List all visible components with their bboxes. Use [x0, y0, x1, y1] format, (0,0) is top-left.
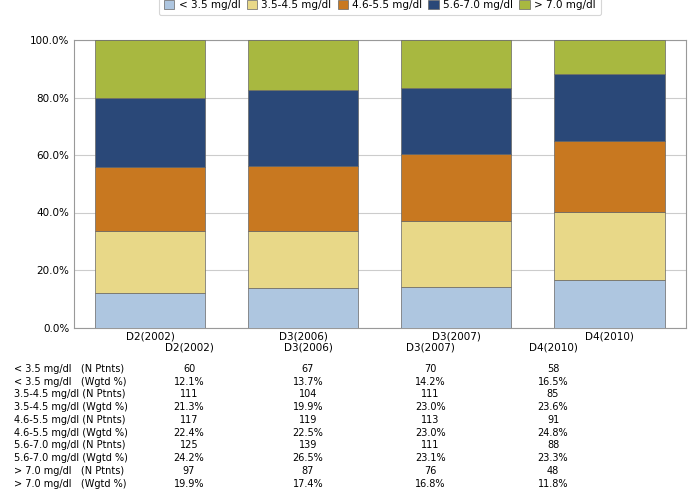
Bar	[248, 288, 358, 328]
Text: 23.0%: 23.0%	[415, 428, 446, 438]
Text: 16.5%: 16.5%	[538, 376, 568, 386]
Text: < 3.5 mg/dl   (N Ptnts): < 3.5 mg/dl (N Ptnts)	[14, 364, 124, 374]
Text: > 7.0 mg/dl   (N Ptnts): > 7.0 mg/dl (N Ptnts)	[14, 466, 124, 476]
Bar	[554, 40, 664, 74]
Text: 119: 119	[299, 415, 317, 425]
Text: 19.9%: 19.9%	[174, 478, 204, 488]
Bar	[95, 292, 205, 328]
Text: 97: 97	[183, 466, 195, 476]
Text: 91: 91	[547, 415, 559, 425]
Text: 111: 111	[180, 390, 198, 400]
Text: 5.6-7.0 mg/dl (N Ptnts): 5.6-7.0 mg/dl (N Ptnts)	[14, 440, 125, 450]
Text: 23.3%: 23.3%	[538, 453, 568, 463]
Text: 48: 48	[547, 466, 559, 476]
Text: 24.8%: 24.8%	[538, 428, 568, 438]
Text: < 3.5 mg/dl   (Wgtd %): < 3.5 mg/dl (Wgtd %)	[14, 376, 127, 386]
Text: 58: 58	[547, 364, 559, 374]
Text: 139: 139	[299, 440, 317, 450]
Text: 19.9%: 19.9%	[293, 402, 323, 412]
Bar	[554, 74, 664, 141]
Text: 23.6%: 23.6%	[538, 402, 568, 412]
Text: 14.2%: 14.2%	[415, 376, 446, 386]
Text: 23.0%: 23.0%	[415, 402, 446, 412]
Bar	[554, 280, 664, 328]
Text: 117: 117	[180, 415, 198, 425]
Bar	[401, 88, 512, 154]
Bar	[95, 98, 205, 167]
Text: > 7.0 mg/dl   (Wgtd %): > 7.0 mg/dl (Wgtd %)	[14, 478, 127, 488]
Text: 70: 70	[424, 364, 437, 374]
Text: 76: 76	[424, 466, 437, 476]
Text: 23.1%: 23.1%	[415, 453, 446, 463]
Text: 12.1%: 12.1%	[174, 376, 204, 386]
Text: 67: 67	[302, 364, 314, 374]
Text: 88: 88	[547, 440, 559, 450]
Text: D2(2002): D2(2002)	[164, 342, 214, 352]
Text: 22.4%: 22.4%	[174, 428, 204, 438]
Bar	[248, 40, 358, 90]
Bar	[248, 90, 358, 166]
Bar	[554, 212, 664, 280]
Text: 11.8%: 11.8%	[538, 478, 568, 488]
Bar	[401, 220, 512, 286]
Text: 26.5%: 26.5%	[293, 453, 323, 463]
Text: 113: 113	[421, 415, 440, 425]
Bar	[401, 286, 512, 328]
Text: D3(2007): D3(2007)	[406, 342, 455, 352]
Bar	[95, 167, 205, 232]
Text: 17.4%: 17.4%	[293, 478, 323, 488]
Bar	[401, 154, 512, 220]
Text: D4(2010): D4(2010)	[528, 342, 578, 352]
Text: 22.5%: 22.5%	[293, 428, 323, 438]
Text: 125: 125	[180, 440, 198, 450]
Bar	[401, 40, 512, 88]
Legend: < 3.5 mg/dl, 3.5-4.5 mg/dl, 4.6-5.5 mg/dl, 5.6-7.0 mg/dl, > 7.0 mg/dl: < 3.5 mg/dl, 3.5-4.5 mg/dl, 4.6-5.5 mg/d…	[159, 0, 601, 16]
Text: 87: 87	[302, 466, 314, 476]
Text: 24.2%: 24.2%	[174, 453, 204, 463]
Text: 60: 60	[183, 364, 195, 374]
Text: D3(2006): D3(2006)	[284, 342, 332, 352]
Text: 3.5-4.5 mg/dl (N Ptnts): 3.5-4.5 mg/dl (N Ptnts)	[14, 390, 125, 400]
Text: 85: 85	[547, 390, 559, 400]
Bar	[248, 166, 358, 231]
Text: 21.3%: 21.3%	[174, 402, 204, 412]
Text: 5.6-7.0 mg/dl (Wgtd %): 5.6-7.0 mg/dl (Wgtd %)	[14, 453, 128, 463]
Bar	[95, 232, 205, 292]
Text: 16.8%: 16.8%	[415, 478, 446, 488]
Text: 4.6-5.5 mg/dl (Wgtd %): 4.6-5.5 mg/dl (Wgtd %)	[14, 428, 128, 438]
Text: 3.5-4.5 mg/dl (Wgtd %): 3.5-4.5 mg/dl (Wgtd %)	[14, 402, 128, 412]
Bar	[248, 231, 358, 288]
Text: 111: 111	[421, 440, 440, 450]
Text: 104: 104	[299, 390, 317, 400]
Text: 4.6-5.5 mg/dl (N Ptnts): 4.6-5.5 mg/dl (N Ptnts)	[14, 415, 125, 425]
Bar	[554, 141, 664, 212]
Bar	[95, 40, 205, 98]
Text: 111: 111	[421, 390, 440, 400]
Text: 13.7%: 13.7%	[293, 376, 323, 386]
